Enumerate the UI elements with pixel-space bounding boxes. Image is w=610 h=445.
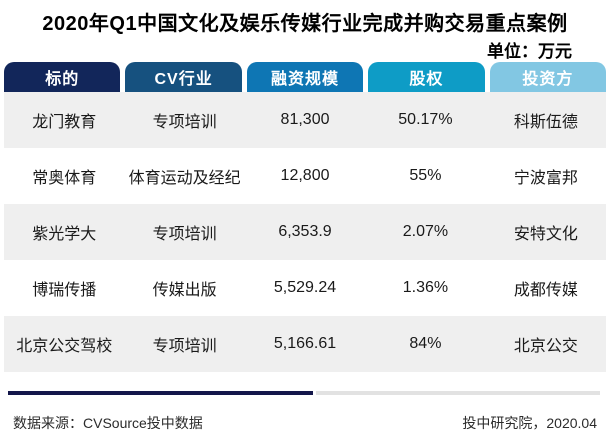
table-row: 北京公交驾校 专项培训 5,166.61 84% 北京公交 <box>4 316 606 372</box>
column-header-equity: 股权 <box>368 62 485 92</box>
cell-industry: 专项培训 <box>152 226 217 243</box>
cell-target: 紫光学大 <box>32 226 97 243</box>
cell-equity: 84% <box>409 335 442 352</box>
cell-investor: 安特文化 <box>513 226 578 243</box>
table-row: 龙门教育 专项培训 81,300 50.17% 科斯伍德 <box>4 92 606 148</box>
column-header-target: 标的 <box>4 62 121 92</box>
table-body: 龙门教育 专项培训 81,300 50.17% 科斯伍德 常奥体育 体育运动及经… <box>4 92 606 372</box>
cell-industry: 传媒出版 <box>152 282 217 299</box>
cell-industry: 专项培训 <box>152 114 217 131</box>
cell-investor: 宁波富邦 <box>513 170 578 187</box>
cell-target: 龙门教育 <box>32 114 97 131</box>
table-row: 常奥体育 体育运动及经纪 12,800 55% 宁波富邦 <box>4 148 606 204</box>
column-header-financing-scale: 融资规模 <box>246 62 364 92</box>
cell-amount: 5,529.24 <box>273 279 337 296</box>
cell-industry: 专项培训 <box>152 338 217 355</box>
column-header-investor: 投资方 <box>489 62 607 92</box>
divider-muted-segment <box>315 391 600 395</box>
page-title: 2020年Q1中国文化及娱乐传媒行业完成并购交易重点案例 <box>42 13 568 35</box>
column-header-cv-industry: CV行业 <box>125 62 242 92</box>
cell-equity: 2.07% <box>402 223 449 240</box>
credit-note: 投中研究院，2020.04 <box>462 415 597 431</box>
table-row: 紫光学大 专项培训 6,353.9 2.07% 安特文化 <box>4 204 606 260</box>
table-header-row: 标的 CV行业 融资规模 股权 投资方 <box>4 62 607 92</box>
data-source-note: 数据来源：CVSource投中数据 <box>13 415 203 431</box>
cell-investor: 科斯伍德 <box>513 114 578 131</box>
footer-divider <box>8 391 600 395</box>
cell-amount: 81,300 <box>280 111 330 128</box>
table-row: 博瑞传播 传媒出版 5,529.24 1.36% 成都传媒 <box>4 260 606 316</box>
cell-target: 常奥体育 <box>32 170 97 187</box>
cell-target: 北京公交驾校 <box>16 338 113 355</box>
cell-amount: 6,353.9 <box>278 223 332 240</box>
cell-target: 博瑞传播 <box>32 282 97 299</box>
cell-industry: 体育运动及经纪 <box>128 170 241 187</box>
cell-amount: 12,800 <box>280 167 330 184</box>
cell-equity: 55% <box>409 167 442 184</box>
cell-equity: 1.36% <box>402 279 449 296</box>
cell-investor: 成都传媒 <box>513 282 578 299</box>
cell-equity: 50.17% <box>398 111 453 128</box>
unit-label: 单位：万元 <box>487 42 572 61</box>
divider-accent-segment <box>8 391 313 395</box>
cell-amount: 5,166.61 <box>273 335 337 352</box>
cell-investor: 北京公交 <box>513 338 578 355</box>
